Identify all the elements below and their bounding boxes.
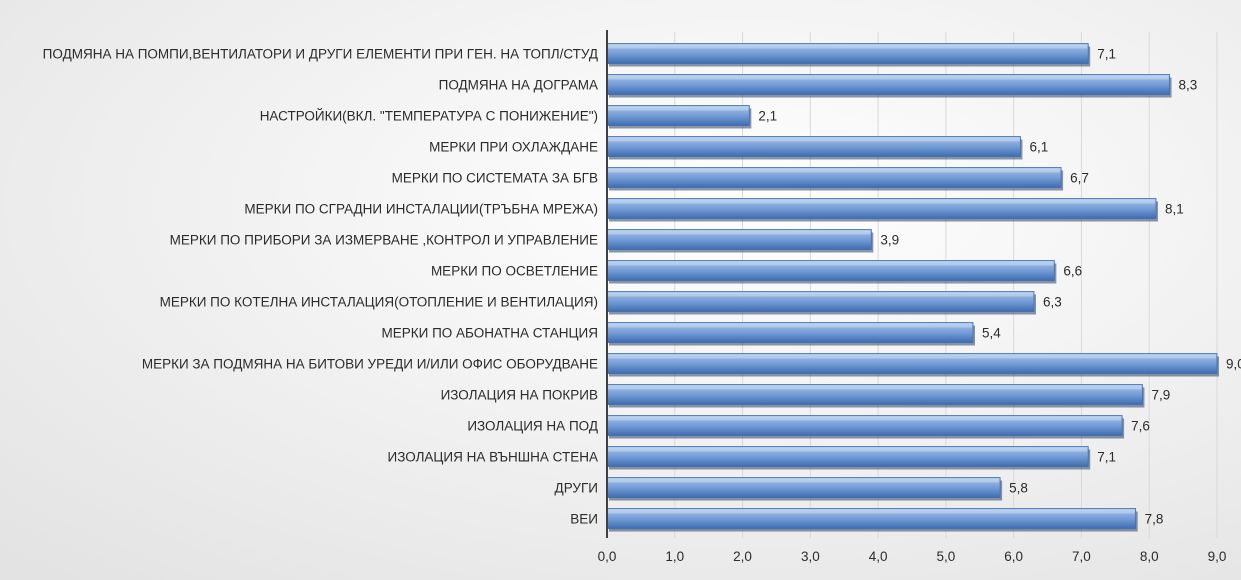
x-tick-label: 2,0 (733, 549, 752, 564)
data-label: 5,8 (1009, 481, 1028, 496)
bar-highlight (608, 137, 1020, 142)
data-label: 9,0 (1226, 357, 1241, 372)
data-label: 6,6 (1063, 264, 1082, 279)
bar-highlight (608, 292, 1033, 297)
x-tick-label: 0,0 (598, 549, 617, 564)
value-labels: 7,1 8,3 2,1 6,1 6,7 8,1 3,9 6,6 6,3 5,4 9,0 7,9 7,6 7… (758, 47, 1241, 527)
bar-highlight (608, 447, 1088, 452)
bar-highlight (608, 354, 1216, 359)
bar-highlight (608, 385, 1142, 390)
bars (606, 43, 1219, 532)
bar-highlight (608, 478, 1000, 483)
category-label: ПОДМЯНА НА ПОМПИ,ВЕНТИЛАТОРИ И ДРУГИ ЕЛЕ… (43, 47, 598, 62)
category-label: ИЗОЛАЦИЯ НА ПОД (467, 419, 598, 434)
data-label: 8,3 (1179, 78, 1198, 93)
x-tick-label: 8,0 (1140, 549, 1159, 564)
x-tick-label: 5,0 (936, 549, 955, 564)
x-tick-label: 3,0 (801, 549, 820, 564)
bar-highlight (608, 323, 972, 328)
category-label: ВЕИ (570, 512, 598, 527)
data-label: 6,7 (1070, 171, 1089, 186)
bar-highlight (608, 44, 1088, 49)
data-label: 2,1 (758, 109, 777, 124)
category-label: МЕРКИ ПО ОСВЕТЛЕНИЕ (431, 264, 598, 279)
data-label: 6,3 (1043, 295, 1062, 310)
category-label: ИЗОЛАЦИЯ НА ПОКРИВ (441, 388, 598, 403)
bar-highlight (608, 168, 1061, 173)
category-label: МЕРКИ ПО ПРИБОРИ ЗА ИЗМЕРВАНЕ ,КОНТРОЛ И… (170, 233, 598, 248)
category-label: ИЗОЛАЦИЯ НА ВЪНШНА СТЕНА (388, 450, 598, 465)
x-tick-label: 9,0 (1208, 549, 1227, 564)
x-tick-label: 6,0 (1004, 549, 1023, 564)
category-label: МЕРКИ ПРИ ОХЛАЖДАНЕ (429, 140, 598, 155)
x-tick-label: 7,0 (1072, 549, 1091, 564)
data-label: 8,1 (1165, 202, 1184, 217)
category-label: НАСТРОЙКИ(ВКЛ. "ТЕМПЕРАТУРА С ПОНИЖЕНИЕ"… (260, 109, 598, 124)
category-label: ПОДМЯНА НА ДОГРАМА (439, 78, 598, 93)
data-label: 7,1 (1097, 47, 1116, 62)
bar-highlight (608, 416, 1122, 421)
bar-highlight (608, 230, 871, 235)
data-label: 7,6 (1131, 419, 1150, 434)
data-label: 7,9 (1151, 388, 1170, 403)
x-tick-label: 1,0 (665, 549, 684, 564)
x-tick-label: 4,0 (869, 549, 888, 564)
category-label: МЕРКИ ПО СИСТЕМАТА ЗА БГВ (392, 171, 598, 186)
category-label: ДРУГИ (555, 481, 598, 496)
category-label: МЕРКИ ЗА ПОДМЯНА НА БИТОВИ УРЕДИ И/ИЛИ О… (142, 357, 598, 372)
bar-highlight (608, 75, 1169, 80)
bar-highlight (608, 106, 749, 111)
category-labels: ПОДМЯНА НА ПОМПИ,ВЕНТИЛАТОРИ И ДРУГИ ЕЛЕ… (43, 47, 598, 527)
data-label: 3,9 (880, 233, 899, 248)
bar-highlight (608, 261, 1054, 266)
category-label: МЕРКИ ПО АБОНАТНА СТАНЦИЯ (382, 326, 598, 341)
bar-highlight (608, 509, 1135, 514)
data-label: 7,1 (1097, 450, 1116, 465)
category-label: МЕРКИ ПО КОТЕЛНА ИНСТАЛАЦИЯ(ОТОПЛЕНИЕ И … (160, 295, 598, 310)
data-label: 7,8 (1145, 512, 1164, 527)
category-label: МЕРКИ ПО СГРАДНИ ИНСТАЛАЦИИ(ТРЪБНА МРЕЖА… (244, 202, 598, 217)
data-label: 6,1 (1029, 140, 1048, 155)
x-axis-ticks: 0,0 1,0 2,0 3,0 4,0 5,0 6,0 7,0 8,0 9,0 (598, 549, 1227, 564)
bar-highlight (608, 199, 1155, 204)
data-label: 5,4 (982, 326, 1001, 341)
